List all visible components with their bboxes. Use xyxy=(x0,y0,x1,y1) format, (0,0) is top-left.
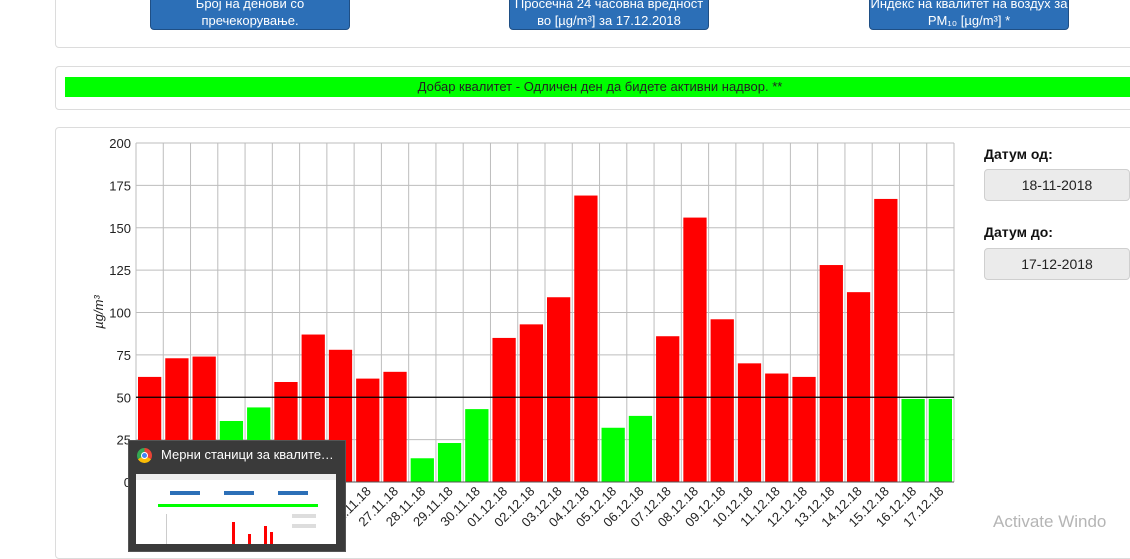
date-to-input[interactable]: 17-12-2018 xyxy=(984,248,1130,280)
date-to-label: Датум до: xyxy=(984,224,1053,240)
daily-average-button[interactable]: Просечна 24 часовна вредност во [µg/m³] … xyxy=(509,0,709,30)
bar-26.11.18 xyxy=(356,378,380,482)
bar-15.12.18 xyxy=(874,198,898,482)
y-axis-label: µg/m³ xyxy=(91,295,106,329)
windows-activation-watermark: Activate Windo xyxy=(993,512,1107,531)
exceedance-days-button[interactable]: Број на денови со пречекорување. xyxy=(150,0,350,30)
button-line: Број на денови со xyxy=(195,0,305,11)
y-tick-label: 150 xyxy=(109,221,131,236)
y-tick-label: 125 xyxy=(109,263,131,278)
preview-thumbnail xyxy=(136,474,336,544)
bar-10.12.18 xyxy=(737,363,762,482)
chrome-icon xyxy=(137,448,152,463)
y-tick-label: 100 xyxy=(109,306,131,321)
preview-window-title: Мерни станици за квалитет н... xyxy=(161,447,339,462)
bar-16.12.18 xyxy=(901,398,925,482)
button-line: PM₁₀ [µg/m³] * xyxy=(927,13,1011,28)
bar-28.11.18 xyxy=(410,458,434,482)
button-line: Просечна 24 часовна вредност xyxy=(514,0,704,11)
bar-13.12.18 xyxy=(819,265,843,482)
bar-02.12.18 xyxy=(519,324,543,482)
bar-27.11.18 xyxy=(383,371,407,482)
bar-01.12.18 xyxy=(492,337,516,482)
y-tick-label: 75 xyxy=(117,348,131,363)
bar-04.12.18 xyxy=(574,195,598,483)
quality-status-bar: Добар квалитет - Одличен ден да бидете а… xyxy=(65,77,1130,97)
y-tick-label: 200 xyxy=(109,136,131,151)
air-quality-index-button[interactable]: Индекс на квалитет на воздух за PM₁₀ [µg… xyxy=(869,0,1069,30)
button-line: пречекорување. xyxy=(201,13,299,28)
bar-14.12.18 xyxy=(846,292,871,482)
bar-29.11.18 xyxy=(437,443,462,482)
bar-03.12.18 xyxy=(547,297,571,482)
button-line: во [µg/m³] за 17.12.2018 xyxy=(537,13,681,28)
bar-09.12.18 xyxy=(710,319,734,482)
bar-11.12.18 xyxy=(765,373,789,482)
y-tick-label: 50 xyxy=(117,390,131,405)
bar-08.12.18 xyxy=(683,217,707,482)
y-tick-label: 175 xyxy=(109,178,131,193)
date-from-label: Датум од: xyxy=(984,146,1053,162)
date-from-input[interactable]: 18-11-2018 xyxy=(984,169,1130,201)
bar-12.12.18 xyxy=(792,376,816,482)
bar-30.11.18 xyxy=(465,409,489,482)
bar-05.12.18 xyxy=(601,427,625,482)
bar-07.12.18 xyxy=(656,336,680,482)
bar-17.12.18 xyxy=(928,398,952,482)
bar-06.12.18 xyxy=(628,415,653,482)
button-line: Индекс на квалитет на воздух за xyxy=(870,0,1068,11)
y-tick-label: 0 xyxy=(124,475,131,490)
y-tick-label: 25 xyxy=(117,433,131,448)
